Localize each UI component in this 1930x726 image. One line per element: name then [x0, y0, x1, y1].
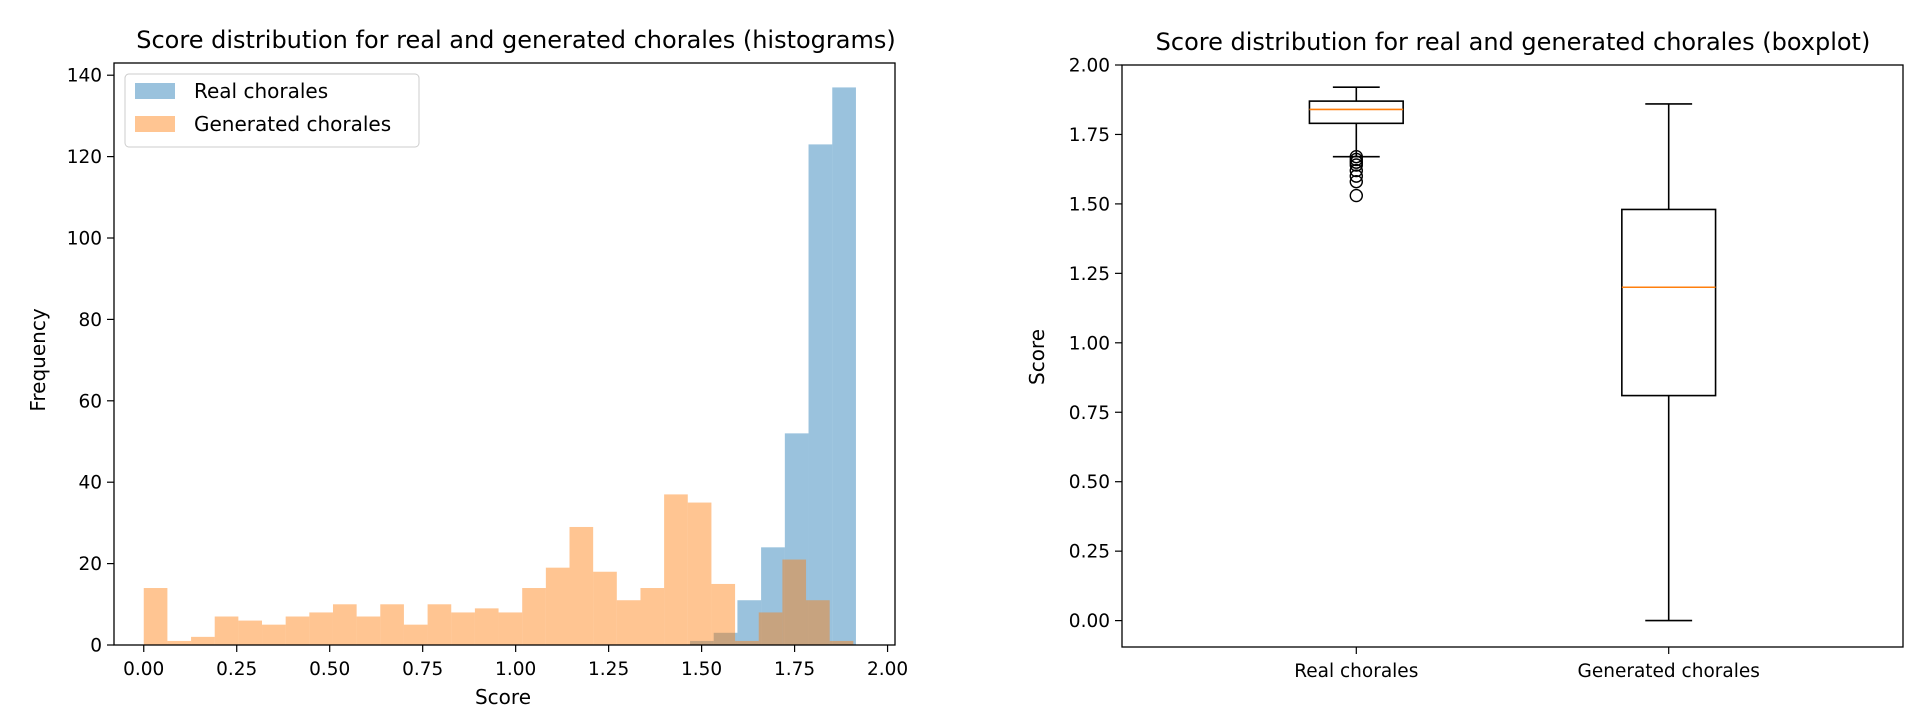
histogram-bar-generated [380, 604, 404, 645]
histogram-bar-generated [664, 494, 688, 645]
histogram-bar-real [713, 632, 738, 645]
histogram-bar-generated [427, 604, 452, 645]
legend-label-generated: Generated chorales [194, 112, 391, 136]
histogram-bar-generated [522, 588, 546, 645]
y-tick-label: 0.25 [1069, 542, 1110, 563]
x-tick-label: 1.50 [681, 659, 722, 680]
box-generated [1621, 208, 1717, 397]
histogram-bar-generated [191, 636, 215, 645]
histogram-bar-generated [829, 640, 854, 645]
x-tick-label: Generated chorales [1578, 661, 1760, 682]
histogram-bar-generated [806, 600, 830, 645]
y-tick-label: 0.00 [1069, 611, 1110, 632]
histogram-bar-generated [474, 608, 499, 645]
histogram-x-axis-label: Score [475, 685, 531, 709]
histogram-bar-generated [616, 600, 641, 645]
histogram-x-ticks: 0.00 0.25 0.50 0.75 1.00 1.25 1.50 1.75 2.00 [123, 645, 908, 680]
y-tick-label: 1.00 [1069, 333, 1110, 354]
x-tick-label: 0.50 [309, 659, 350, 680]
x-tick-label: 0.25 [216, 659, 257, 680]
y-tick-label: 40 [78, 473, 102, 494]
histogram-chart: Score distribution for real and generate… [26, 26, 908, 709]
histogram-bar-generated [356, 616, 381, 645]
boxplot-chart: Score distribution for real and generate… [1025, 28, 1904, 682]
flier-real [1349, 163, 1364, 178]
histogram-bar-generated [309, 612, 333, 645]
histogram-bars [143, 87, 856, 646]
x-tick-label: 1.75 [774, 659, 815, 680]
histogram-bar-real [784, 433, 809, 645]
y-tick-label: 0.50 [1069, 472, 1110, 493]
y-tick-label: 0 [90, 636, 102, 657]
histogram-bar-generated [545, 567, 570, 645]
y-tick-label: 60 [78, 391, 102, 412]
histogram-bar-generated [403, 624, 428, 645]
histogram-bar-generated [498, 612, 523, 645]
histogram-bar-generated [167, 640, 192, 645]
histogram-bar-generated [332, 604, 357, 645]
x-tick-label: 1.00 [495, 659, 536, 680]
histogram-bar-generated [758, 612, 783, 645]
x-tick-label: 0.00 [123, 659, 164, 680]
histogram-bar-real [737, 600, 762, 645]
histogram-bar-generated [569, 526, 594, 645]
histogram-bar-generated [711, 583, 736, 645]
histogram-bar-generated [238, 620, 263, 645]
x-tick-label: 2.00 [867, 659, 908, 680]
histogram-bar-generated [262, 624, 286, 645]
histogram-bar-generated [451, 612, 475, 645]
flier-real [1349, 169, 1364, 183]
histogram-bar-generated [285, 616, 310, 645]
legend-swatch-generated [135, 116, 175, 132]
y-tick-label: 0.75 [1069, 403, 1110, 424]
boxplot-x-ticks: Real chorales Generated chorales [1294, 647, 1760, 682]
boxplot-boxes [1308, 86, 1717, 622]
x-tick-label: 1.25 [588, 659, 629, 680]
box-real [1308, 100, 1404, 125]
histogram-bar-generated [143, 588, 168, 645]
histogram-bar-generated [214, 616, 239, 645]
histogram-title: Score distribution for real and generate… [136, 26, 895, 54]
y-tick-label: 1.50 [1069, 194, 1110, 215]
boxplot-y-axis-label: Score [1025, 329, 1049, 385]
flier-real [1349, 149, 1364, 164]
histogram-y-axis-label: Frequency [26, 308, 50, 411]
histogram-bar-generated [782, 559, 807, 645]
y-tick-label: 1.75 [1069, 125, 1110, 146]
flier-real [1349, 174, 1364, 189]
legend-label-real: Real chorales [194, 79, 328, 103]
histogram-plot-frame [113, 62, 896, 646]
histogram-bar-generated [640, 588, 665, 645]
flier-real [1349, 188, 1364, 203]
boxplot-title: Score distribution for real and generate… [1156, 28, 1871, 56]
x-tick-label: 0.75 [402, 659, 443, 680]
y-tick-label: 80 [78, 310, 102, 331]
histogram-bar-real [808, 144, 833, 645]
histogram-bar-generated [593, 571, 617, 645]
boxplot-y-ticks: 0.00 0.25 0.50 0.75 1.00 1.25 1.50 1.75 2.00 [1069, 56, 1122, 632]
histogram-y-ticks: 0 20 40 60 80 100 120 140 [67, 66, 114, 657]
x-tick-label: Real chorales [1294, 661, 1418, 682]
legend-frame [124, 73, 420, 148]
y-tick-label: 100 [67, 229, 102, 250]
histogram-bar-generated [735, 640, 759, 645]
y-tick-label: 2.00 [1069, 56, 1110, 77]
histogram-legend: Real chorales Generated chorales [124, 73, 420, 148]
y-tick-label: 20 [78, 554, 102, 575]
histogram-bar-real [832, 87, 856, 646]
y-tick-label: 120 [67, 147, 102, 168]
y-tick-label: 1.25 [1069, 264, 1110, 285]
legend-swatch-real [135, 83, 175, 99]
histogram-bar-generated [687, 502, 712, 645]
histogram-bar-real [690, 640, 714, 645]
y-tick-label: 140 [67, 66, 102, 87]
histogram-bar-real [761, 547, 785, 645]
boxplot-plot-frame [1121, 64, 1904, 648]
